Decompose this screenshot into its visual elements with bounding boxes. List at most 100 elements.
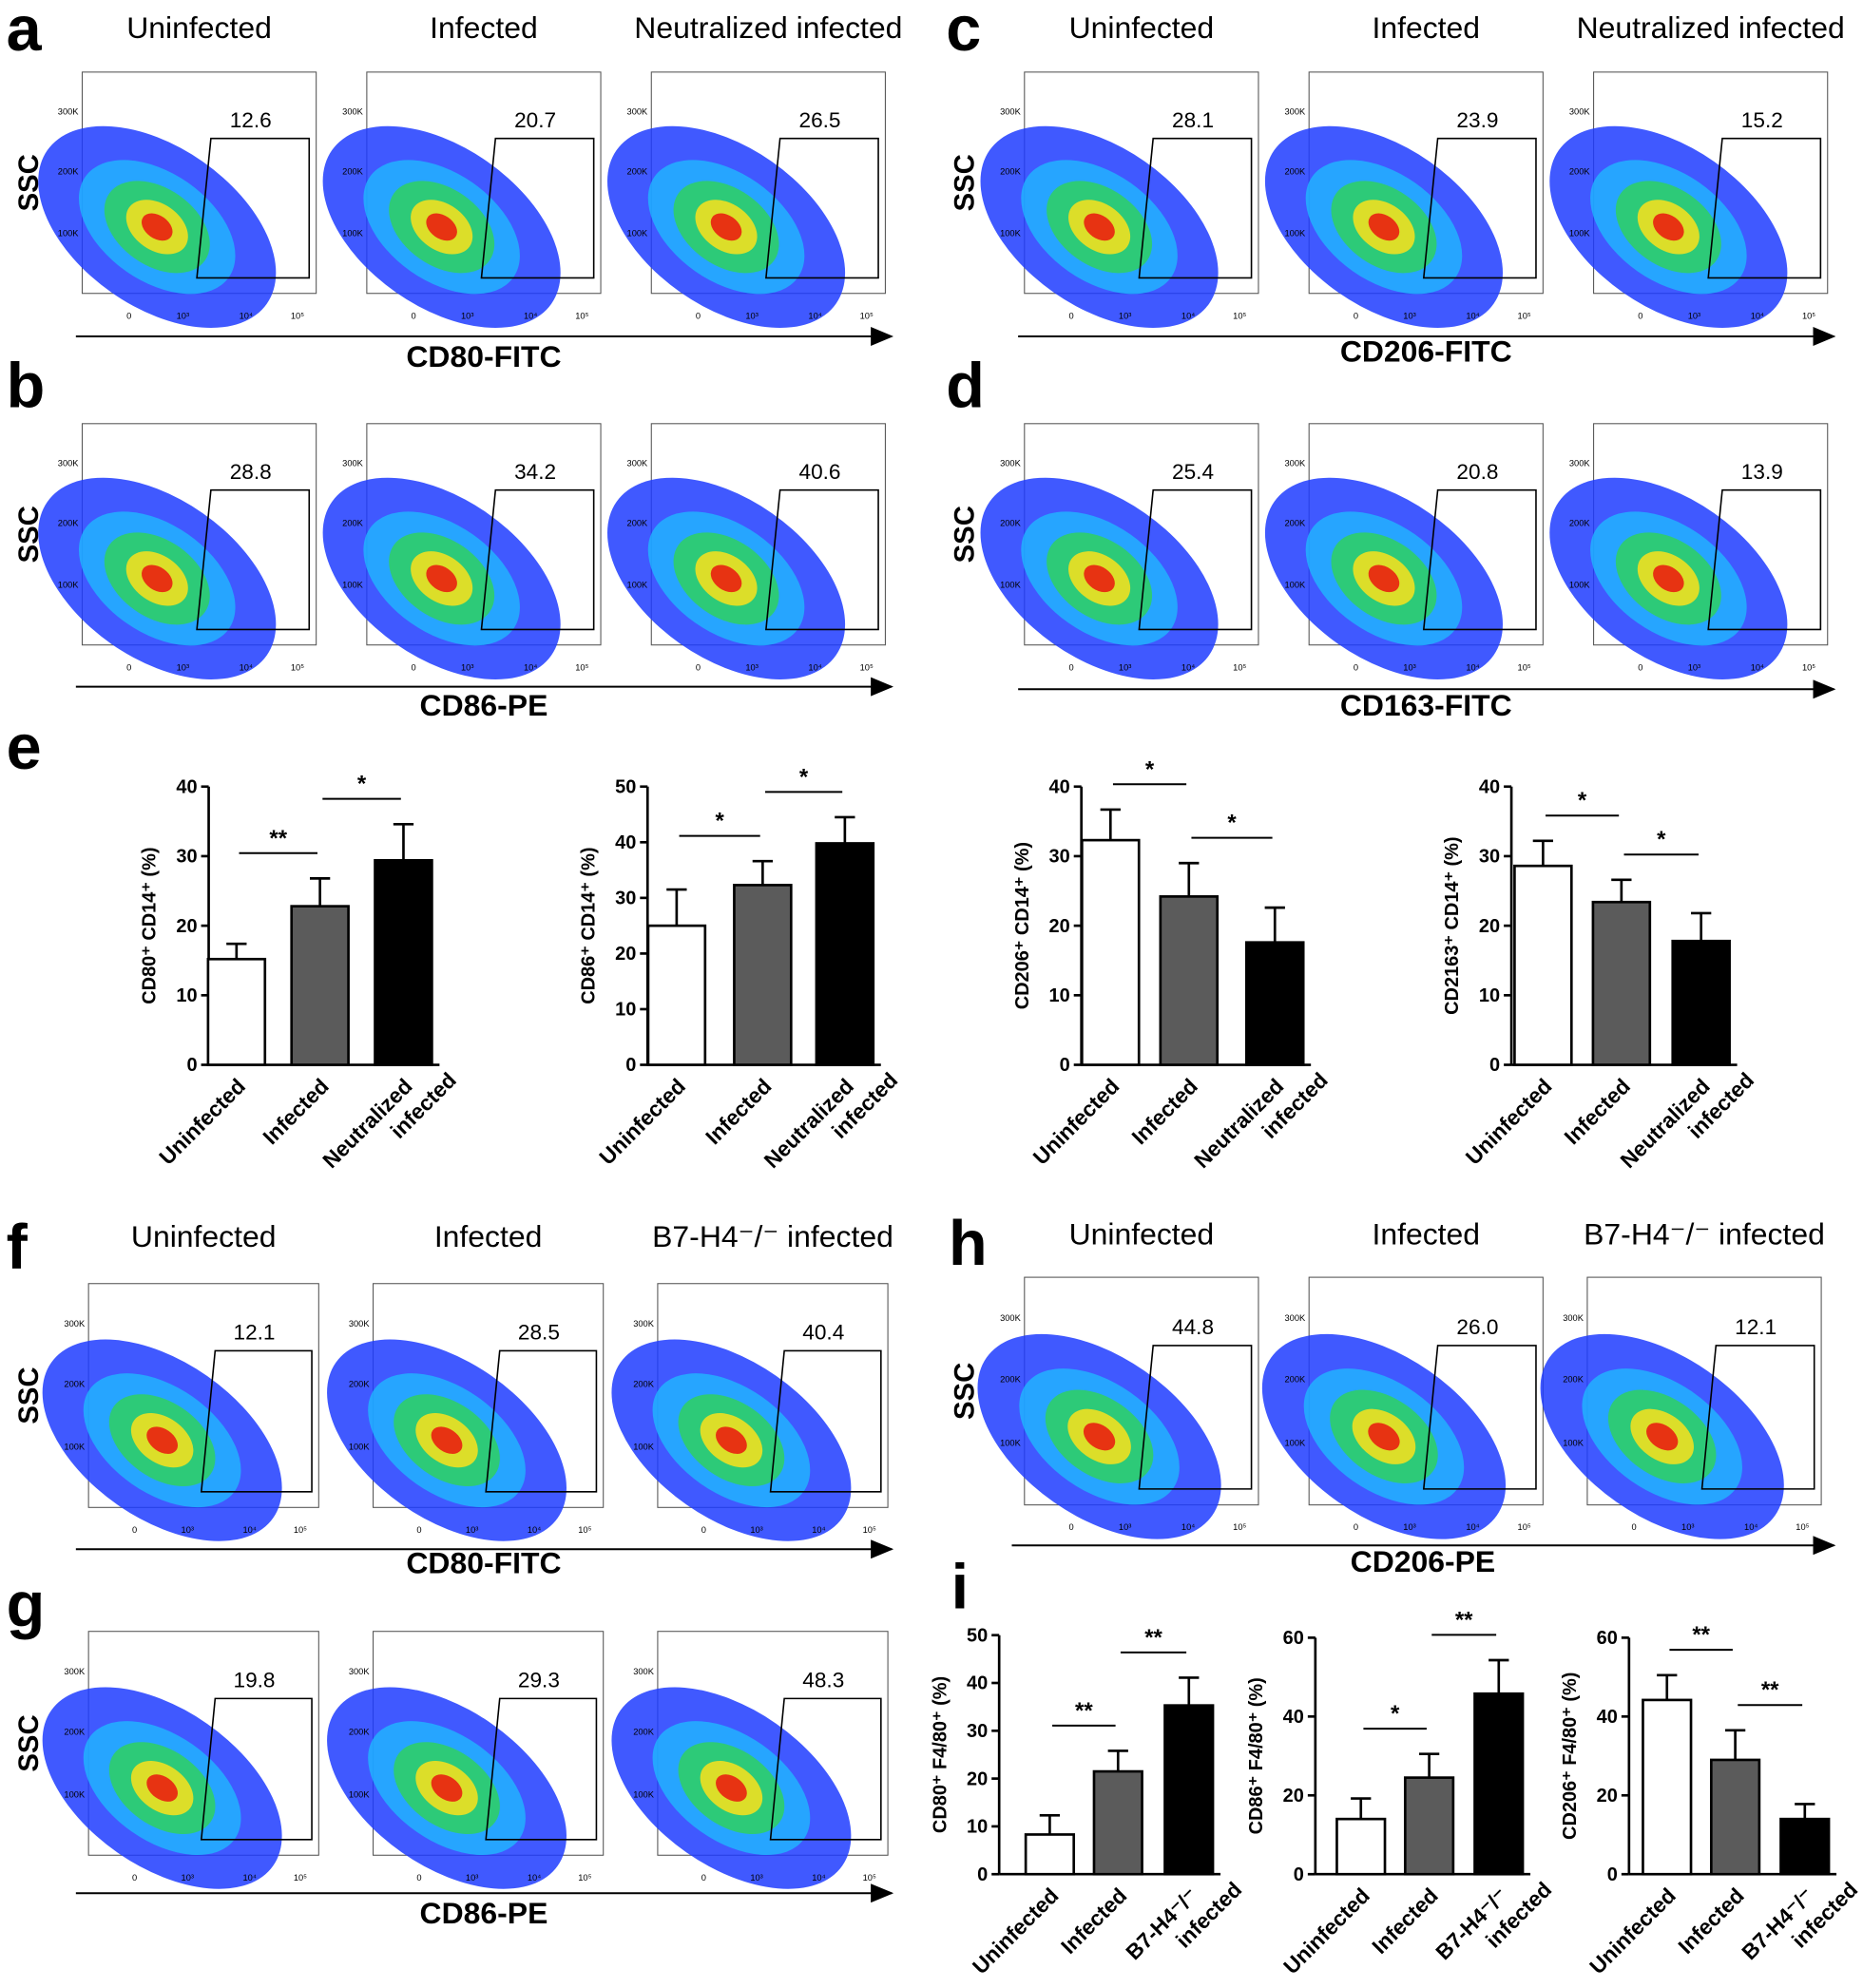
gate-value: 48.3 (802, 1669, 844, 1692)
tick-label: 100K (1569, 229, 1591, 239)
x-tick-label: Infected (259, 1074, 334, 1149)
tick-label: 10³ (1119, 1522, 1131, 1532)
gate (769, 1349, 882, 1493)
density (1646, 1423, 1679, 1451)
tick-label: 10⁵ (294, 1873, 307, 1883)
tick-label: 300K (627, 458, 649, 468)
column-title: Uninfected (1069, 10, 1215, 45)
bar (1335, 1817, 1387, 1876)
tick-label: 10⁴ (1744, 1522, 1757, 1532)
tick-label: 10³ (1119, 662, 1131, 672)
tick-label: 100K (627, 580, 649, 589)
tick-label: 10⁴ (524, 311, 537, 320)
y-tick-label: 40 (1283, 1707, 1304, 1728)
panel-letter: h (949, 1209, 988, 1279)
bar (374, 859, 433, 1066)
y-axis-label: CD2163⁺ CD14⁺ (%) (1442, 836, 1463, 1014)
tick-label: 200K (342, 166, 364, 176)
x-tick-label: Uninfected (1028, 1074, 1124, 1169)
tick-label: 100K (1284, 1439, 1306, 1448)
tick-label: 100K (1000, 1439, 1022, 1448)
tick-label: 100K (1000, 229, 1022, 239)
tick-label: 10⁵ (1233, 662, 1246, 672)
tick-label: 10⁵ (291, 311, 304, 320)
y-axis-label: CD80⁺ CD14⁺ (%) (140, 848, 161, 1004)
tick-label: 10⁵ (575, 311, 588, 320)
tick-label: 300K (1000, 458, 1022, 468)
tick-label: 0 (701, 1873, 706, 1883)
x-tick-label: Uninfected (595, 1074, 690, 1169)
tick-label: 0 (1354, 311, 1358, 320)
tick-label: 100K (1569, 580, 1591, 589)
density (1368, 213, 1400, 241)
y-axis-label: CD86⁺ F4/80⁺ (%) (1246, 1677, 1267, 1834)
tick-label: 10⁵ (1796, 1522, 1809, 1532)
tick-label: 10⁴ (240, 311, 253, 320)
x-tick-label: Infected (1560, 1074, 1635, 1149)
tick-label: 10⁵ (863, 1873, 876, 1883)
density (426, 564, 457, 593)
tick-label: 100K (633, 1442, 655, 1451)
density (1084, 564, 1115, 593)
x-tick-label: Infected (701, 1074, 777, 1149)
density (710, 564, 742, 593)
tick-label: 0 (412, 662, 416, 672)
tick-label: 10⁵ (1518, 1522, 1531, 1532)
gate (485, 1349, 598, 1493)
panel-letter: f (7, 1213, 29, 1283)
bar (1163, 1704, 1215, 1876)
density (1653, 213, 1684, 241)
tick-label: 200K (1569, 166, 1591, 176)
tick-label: 0 (1068, 662, 1073, 672)
tick-label: 0 (1354, 662, 1358, 672)
gate (1422, 1345, 1537, 1490)
tick-label: 300K (1563, 1313, 1585, 1323)
column-title: Uninfected (131, 1219, 277, 1253)
bar (646, 924, 707, 1066)
tick-label: 0 (696, 311, 701, 320)
gate (1422, 488, 1537, 631)
tick-label: 200K (627, 518, 649, 527)
tick-label: 100K (633, 1789, 655, 1799)
tick-label: 10⁵ (1802, 311, 1815, 320)
tick-label: 10⁵ (860, 662, 874, 672)
tick-label: 10⁵ (1802, 662, 1815, 672)
tick-label: 200K (633, 1379, 655, 1388)
x-tick-label: Neutralizedinfected (318, 1049, 461, 1192)
tick-label: 10⁵ (291, 662, 304, 672)
gate-value: 20.8 (1456, 460, 1498, 484)
y-axis-label: CD80⁺ F4/80⁺ (%) (930, 1676, 951, 1833)
panel-letter: a (7, 0, 43, 65)
bar (1671, 939, 1731, 1066)
y-tick-label: 50 (967, 1625, 988, 1646)
significance-label: * (1227, 811, 1237, 836)
tick-label: 10³ (177, 311, 189, 320)
significance-label: * (1391, 1701, 1400, 1727)
column-title: Uninfected (126, 10, 272, 45)
bar (1473, 1692, 1525, 1876)
gate (480, 137, 595, 279)
gate-value: 26.5 (799, 108, 841, 132)
tick-label: 300K (64, 1667, 86, 1676)
bar (1159, 895, 1220, 1066)
tick-label: 10⁴ (242, 1525, 256, 1535)
x-tick-label: Uninfected (968, 1883, 1063, 1978)
y-tick-label: 40 (1479, 776, 1500, 797)
gate-value: 12.1 (1735, 1315, 1777, 1339)
tick-label: 10³ (1403, 1522, 1415, 1532)
y-tick-label: 10 (1049, 985, 1070, 1006)
column-title: Infected (1372, 1216, 1480, 1251)
gate-value: 40.4 (802, 1321, 844, 1345)
significance-label: * (357, 772, 367, 797)
column-title: B7-H4⁻/⁻ infected (1584, 1216, 1825, 1251)
gate-value: 28.8 (230, 460, 272, 484)
column-title: Infected (430, 10, 538, 45)
axis-label: CD80-FITC (406, 1545, 561, 1579)
axis-label: CD206-PE (1351, 1544, 1496, 1578)
tick-label: 10⁴ (808, 662, 821, 672)
tick-label: 300K (633, 1319, 655, 1329)
gate (1138, 137, 1253, 279)
gate (765, 488, 879, 631)
significance-label: ** (1455, 1607, 1473, 1633)
tick-label: 0 (126, 311, 131, 320)
